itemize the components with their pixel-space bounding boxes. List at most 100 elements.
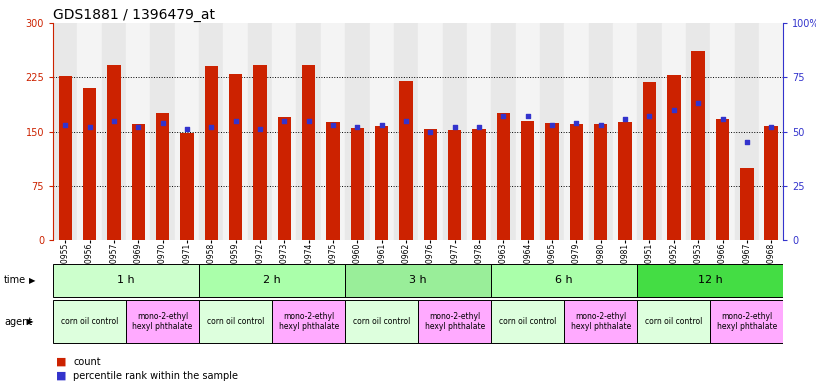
Point bbox=[400, 118, 413, 124]
Bar bbox=[516, 23, 540, 240]
Text: mono-2-ethyl
hexyl phthalate: mono-2-ethyl hexyl phthalate bbox=[716, 312, 777, 331]
Text: mono-2-ethyl
hexyl phthalate: mono-2-ethyl hexyl phthalate bbox=[570, 312, 631, 331]
Point bbox=[594, 122, 607, 128]
Text: ▶: ▶ bbox=[27, 317, 33, 326]
Text: corn oil control: corn oil control bbox=[353, 317, 410, 326]
Bar bbox=[273, 23, 296, 240]
Bar bbox=[448, 130, 461, 240]
Point bbox=[546, 122, 559, 128]
Bar bbox=[637, 23, 662, 240]
FancyBboxPatch shape bbox=[491, 300, 565, 343]
FancyBboxPatch shape bbox=[199, 300, 273, 343]
Text: ▶: ▶ bbox=[29, 276, 35, 285]
Point bbox=[424, 128, 437, 135]
Point bbox=[156, 120, 169, 126]
Point bbox=[326, 122, 339, 128]
Bar bbox=[570, 124, 583, 240]
Point bbox=[472, 124, 486, 130]
FancyBboxPatch shape bbox=[126, 300, 199, 343]
Text: ■: ■ bbox=[55, 371, 66, 381]
Bar bbox=[491, 23, 516, 240]
Bar bbox=[565, 23, 588, 240]
Bar bbox=[229, 74, 242, 240]
Text: 1 h: 1 h bbox=[118, 275, 135, 285]
Point bbox=[277, 118, 290, 124]
Bar bbox=[399, 81, 413, 240]
Bar bbox=[734, 23, 759, 240]
FancyBboxPatch shape bbox=[345, 300, 418, 343]
Text: 6 h: 6 h bbox=[556, 275, 573, 285]
Point bbox=[131, 124, 144, 130]
Point bbox=[570, 120, 583, 126]
Point bbox=[59, 122, 72, 128]
Text: 12 h: 12 h bbox=[698, 275, 723, 285]
Point bbox=[229, 118, 242, 124]
Point bbox=[716, 116, 729, 122]
Point bbox=[619, 116, 632, 122]
Bar bbox=[740, 168, 753, 240]
Bar bbox=[375, 126, 388, 240]
Bar bbox=[667, 75, 681, 240]
Text: mono-2-ethyl
hexyl phthalate: mono-2-ethyl hexyl phthalate bbox=[278, 312, 339, 331]
Bar bbox=[59, 76, 72, 240]
Point bbox=[521, 113, 534, 119]
Bar bbox=[686, 23, 710, 240]
FancyBboxPatch shape bbox=[491, 264, 637, 297]
Bar bbox=[418, 23, 442, 240]
Bar bbox=[497, 113, 510, 240]
Bar bbox=[321, 23, 345, 240]
Text: mono-2-ethyl
hexyl phthalate: mono-2-ethyl hexyl phthalate bbox=[424, 312, 485, 331]
Bar bbox=[588, 23, 613, 240]
Point bbox=[497, 113, 510, 119]
Bar bbox=[296, 23, 321, 240]
Point bbox=[643, 113, 656, 119]
FancyBboxPatch shape bbox=[345, 264, 491, 297]
Bar bbox=[710, 23, 734, 240]
FancyBboxPatch shape bbox=[418, 300, 491, 343]
Bar bbox=[53, 23, 78, 240]
Text: GDS1881 / 1396479_at: GDS1881 / 1396479_at bbox=[53, 8, 215, 22]
Bar bbox=[277, 117, 291, 240]
Bar bbox=[224, 23, 248, 240]
Bar bbox=[545, 123, 559, 240]
FancyBboxPatch shape bbox=[637, 300, 710, 343]
Bar bbox=[643, 82, 656, 240]
Bar bbox=[253, 65, 267, 240]
Text: mono-2-ethyl
hexyl phthalate: mono-2-ethyl hexyl phthalate bbox=[132, 312, 193, 331]
Point bbox=[692, 100, 705, 106]
Bar bbox=[126, 23, 150, 240]
Text: agent: agent bbox=[4, 316, 33, 327]
Text: 2 h: 2 h bbox=[264, 275, 281, 285]
Text: corn oil control: corn oil control bbox=[499, 317, 557, 326]
Bar bbox=[467, 23, 491, 240]
FancyBboxPatch shape bbox=[53, 264, 199, 297]
Bar bbox=[345, 23, 370, 240]
Bar bbox=[150, 23, 175, 240]
Bar bbox=[662, 23, 686, 240]
Point bbox=[740, 139, 753, 146]
Point bbox=[667, 107, 681, 113]
Bar bbox=[107, 65, 121, 240]
Bar bbox=[131, 124, 145, 240]
Bar bbox=[205, 66, 218, 240]
Text: corn oil control: corn oil control bbox=[645, 317, 703, 326]
Bar bbox=[521, 121, 534, 240]
FancyBboxPatch shape bbox=[710, 300, 783, 343]
Bar bbox=[759, 23, 783, 240]
Bar bbox=[248, 23, 273, 240]
Bar bbox=[424, 129, 437, 240]
Bar bbox=[716, 119, 730, 240]
Point bbox=[302, 118, 315, 124]
Point bbox=[205, 124, 218, 130]
FancyBboxPatch shape bbox=[53, 300, 126, 343]
Text: ■: ■ bbox=[55, 357, 66, 367]
Bar bbox=[691, 51, 705, 240]
Bar bbox=[594, 124, 607, 240]
Bar bbox=[442, 23, 467, 240]
Bar bbox=[302, 65, 315, 240]
FancyBboxPatch shape bbox=[199, 264, 345, 297]
Bar bbox=[394, 23, 418, 240]
Point bbox=[180, 126, 193, 132]
Bar bbox=[370, 23, 394, 240]
Text: 3 h: 3 h bbox=[410, 275, 427, 285]
